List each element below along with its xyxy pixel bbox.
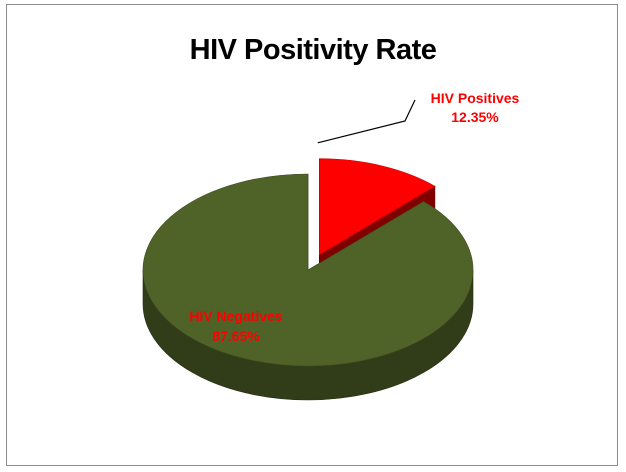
pie-tops [142,158,474,367]
hiv-negatives-slice [142,173,474,367]
hiv-positives-slice [319,158,436,256]
hiv-negatives-label: HIV Negatives [189,308,283,324]
hiv-negatives-percent: 87.65% [212,328,260,344]
hiv-positives-label: HIV Positives [431,90,520,106]
hiv-positives-leader-line [317,99,416,144]
chart-title: HIV Positivity Rate [189,34,437,66]
hiv-positives-percent: 12.35% [451,109,499,125]
pie-labels: HIV Positives 12.35% HIV Negatives 87.65% [189,90,519,344]
